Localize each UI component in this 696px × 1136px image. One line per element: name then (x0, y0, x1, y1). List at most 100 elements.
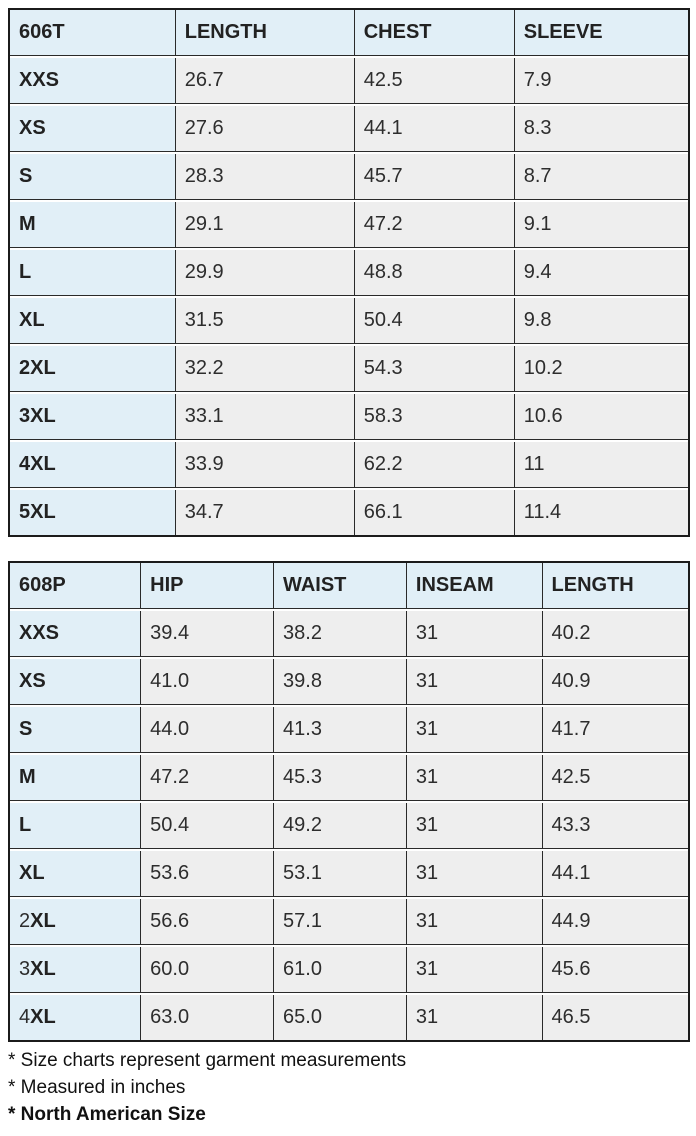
value-cell: 9.8 (513, 298, 688, 343)
value-cell: 11.4 (513, 490, 688, 535)
column-header: CHEST (353, 10, 514, 55)
size-cell: L (10, 250, 175, 295)
value-cell: 10.2 (513, 346, 688, 391)
value-cell: 39.8 (273, 659, 406, 704)
table-row: M 47.2 45.3 31 42.5 (10, 755, 688, 801)
size-cell: 4XL (10, 442, 175, 487)
size-cell: L (10, 803, 141, 848)
size-cell: M (10, 202, 175, 247)
size-table-606t: 606T LENGTH CHEST SLEEVE XXS 26.7 42.5 7.9 XS 27.… (8, 8, 690, 537)
value-cell: 29.9 (174, 250, 354, 295)
size-cell: S (10, 154, 175, 199)
value-cell: 28.3 (174, 154, 354, 199)
value-cell: 44.1 (541, 851, 688, 896)
column-header: HIP (140, 563, 274, 608)
value-cell: 41.7 (541, 707, 688, 752)
value-cell: 53.1 (273, 851, 406, 896)
value-cell: 42.5 (541, 755, 688, 800)
value-cell: 41.0 (140, 659, 274, 704)
value-cell: 45.3 (273, 755, 406, 800)
table-row: L 50.4 49.2 31 43.3 (10, 803, 688, 849)
footnote: * Measured in inches (8, 1077, 186, 1098)
value-cell: 31 (405, 611, 542, 656)
value-cell: 9.4 (513, 250, 688, 295)
value-cell: 65.0 (273, 995, 406, 1040)
value-cell: 10.6 (513, 394, 688, 439)
value-cell: 31 (405, 707, 542, 752)
table-row: 4XL 33.9 62.2 11 (10, 442, 688, 488)
value-cell: 29.1 (174, 202, 354, 247)
value-cell: 62.2 (353, 442, 514, 487)
column-header: SLEEVE (513, 10, 688, 55)
value-cell: 31 (405, 659, 542, 704)
size-table-608p: 608P HIP WAIST INSEAM LENGTH XXS 39.4 38.2 31 40.… (8, 561, 690, 1042)
model-header-cell: 608P (10, 563, 141, 608)
value-cell: 48.8 (353, 250, 514, 295)
table-row: L 29.9 48.8 9.4 (10, 250, 688, 296)
header-row: 608P HIP WAIST INSEAM LENGTH (10, 563, 688, 609)
table-row: 5XL 34.7 66.1 11.4 (10, 490, 688, 535)
value-cell: 31 (405, 755, 542, 800)
value-cell: 31 (405, 899, 542, 944)
value-cell: 40.2 (541, 611, 688, 656)
value-cell: 42.5 (353, 58, 514, 103)
value-cell: 8.7 (513, 154, 688, 199)
column-header: LENGTH (174, 10, 354, 55)
value-cell: 44.1 (353, 106, 514, 151)
value-cell: 27.6 (174, 106, 354, 151)
value-cell: 47.2 (353, 202, 514, 247)
table-row: 3XL 33.1 58.3 10.6 (10, 394, 688, 440)
value-cell: 53.6 (140, 851, 274, 896)
size-cell: 3XL (10, 947, 141, 992)
table-row: 2XL 56.6 57.1 31 44.9 (10, 899, 688, 945)
size-cell: 2XL (10, 346, 175, 391)
value-cell: 44.0 (140, 707, 274, 752)
value-cell: 45.7 (353, 154, 514, 199)
table-row: XL 31.5 50.4 9.8 (10, 298, 688, 344)
value-cell: 26.7 (174, 58, 354, 103)
value-cell: 46.5 (541, 995, 688, 1040)
value-cell: 56.6 (140, 899, 274, 944)
value-cell: 40.9 (541, 659, 688, 704)
value-cell: 41.3 (273, 707, 406, 752)
table-row: S 28.3 45.7 8.7 (10, 154, 688, 200)
value-cell: 31.5 (174, 298, 354, 343)
size-cell: S (10, 707, 141, 752)
header-row: 606T LENGTH CHEST SLEEVE (10, 10, 688, 56)
table-row: M 29.1 47.2 9.1 (10, 202, 688, 248)
value-cell: 39.4 (140, 611, 274, 656)
value-cell: 60.0 (140, 947, 274, 992)
value-cell: 49.2 (273, 803, 406, 848)
value-cell: 33.1 (174, 394, 354, 439)
value-cell: 8.3 (513, 106, 688, 151)
size-cell: XL (10, 851, 141, 896)
model-header-cell: 606T (10, 10, 175, 55)
value-cell: 61.0 (273, 947, 406, 992)
footnote: * Size charts represent garment measurem… (8, 1050, 407, 1071)
footnotes: * Size charts represent garment measurem… (8, 1047, 690, 1128)
size-cell: M (10, 755, 141, 800)
table-row: XS 27.6 44.1 8.3 (10, 106, 688, 152)
value-cell: 33.9 (174, 442, 354, 487)
value-cell: 50.4 (353, 298, 514, 343)
value-cell: 66.1 (353, 490, 514, 535)
column-header: INSEAM (405, 563, 542, 608)
value-cell: 47.2 (140, 755, 274, 800)
size-cell: 2XL (10, 899, 141, 944)
value-cell: 11 (513, 442, 688, 487)
value-cell: 58.3 (353, 394, 514, 439)
size-cell: 3XL (10, 394, 175, 439)
size-cell: 4XL (10, 995, 141, 1040)
value-cell: 44.9 (541, 899, 688, 944)
value-cell: 32.2 (174, 346, 354, 391)
size-cell: 5XL (10, 490, 175, 535)
size-cell: XS (10, 659, 141, 704)
value-cell: 38.2 (273, 611, 406, 656)
value-cell: 54.3 (353, 346, 514, 391)
size-cell: XL (10, 298, 175, 343)
table-row: 2XL 32.2 54.3 10.2 (10, 346, 688, 392)
value-cell: 45.6 (541, 947, 688, 992)
table-row: S 44.0 41.3 31 41.7 (10, 707, 688, 753)
column-header: WAIST (273, 563, 406, 608)
